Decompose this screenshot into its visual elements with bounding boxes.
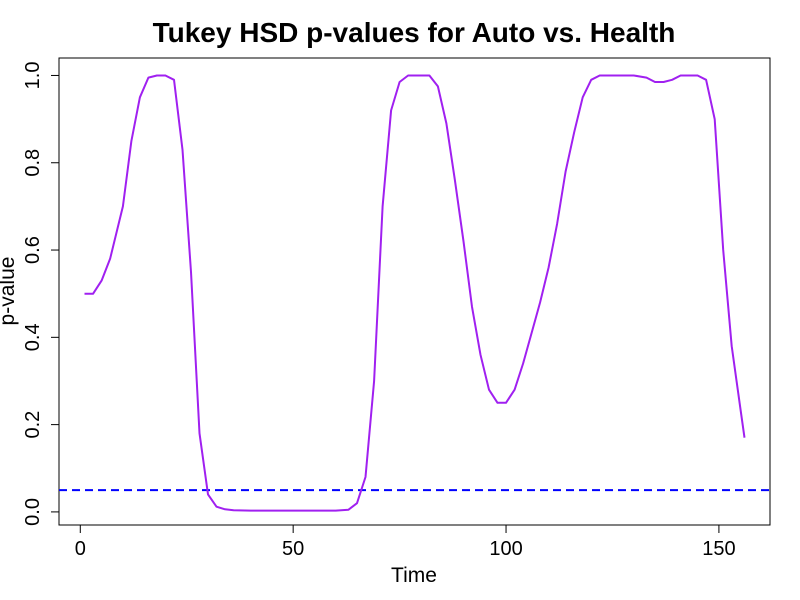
- y-tick-label: 1.0: [22, 62, 44, 90]
- y-tick-label: 0.2: [22, 411, 44, 439]
- series-line: [84, 74, 746, 512]
- x-tick-label: 100: [489, 538, 522, 560]
- y-tick-label: 0.4: [22, 323, 44, 351]
- y-tick-label: 0.0: [22, 498, 44, 526]
- x-tick-label: 150: [702, 538, 735, 560]
- x-tick-label: 0: [75, 538, 86, 560]
- x-axis: 0 50 100 150: [75, 525, 736, 560]
- y-tick-label: 0.8: [22, 149, 44, 177]
- y-axis-label: p-value: [0, 257, 19, 326]
- x-tick-label: 50: [282, 538, 304, 560]
- chart-title: Tukey HSD p-values for Auto vs. Health: [153, 17, 676, 48]
- plot-frame: [58, 57, 771, 526]
- y-axis: 0.0 0.2 0.4 0.6 0.8 1.0: [22, 62, 59, 526]
- y-tick-label: 0.6: [22, 236, 44, 264]
- x-axis-label: Time: [391, 564, 437, 587]
